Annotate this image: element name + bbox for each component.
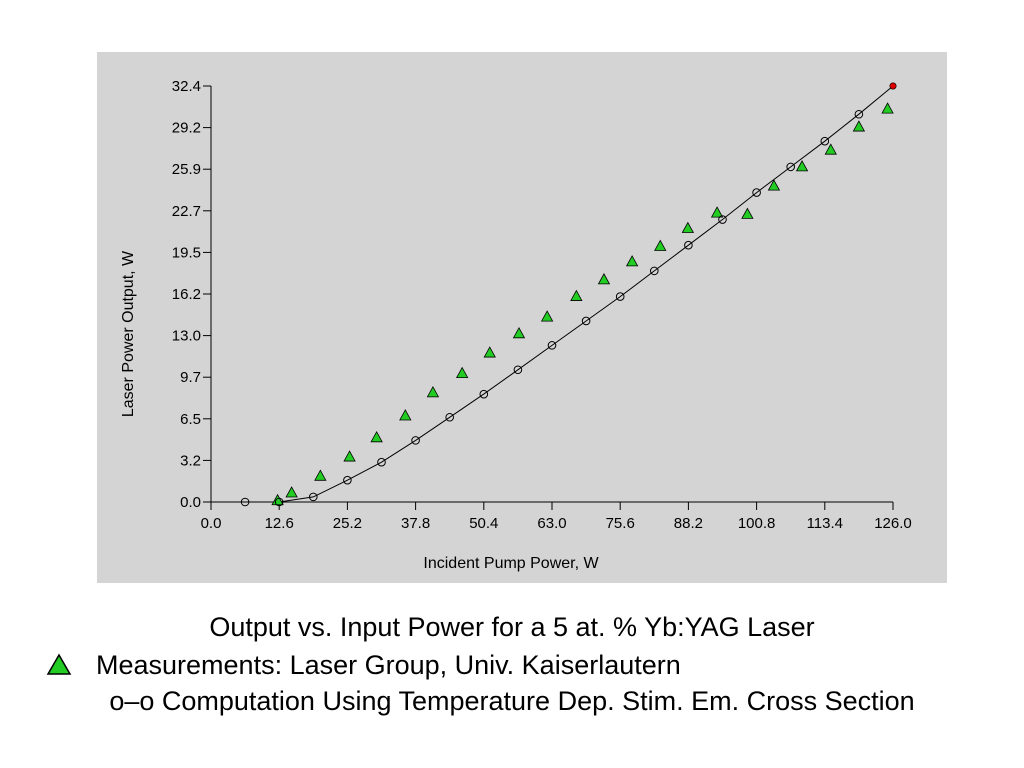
x-tick-label: 126.0 xyxy=(874,515,912,532)
computation-point xyxy=(854,109,864,119)
x-tick-label: 50.4 xyxy=(469,515,498,532)
computation-point xyxy=(615,292,625,301)
measurement-point xyxy=(654,239,667,251)
computation-point xyxy=(513,365,523,375)
chart: 0.0 12.6 25.2 37.8 50.4 63.0 75.6 88.2 100.8 113.… xyxy=(120,78,912,572)
plot-panel: 0.0 12.6 25.2 37.8 50.4 63.0 75.6 88.2 100.8 113.… xyxy=(97,52,947,583)
computation-point xyxy=(309,492,318,502)
x-tick-label: 113.4 xyxy=(807,515,843,532)
series-layer xyxy=(240,82,897,507)
x-tick-label: 63.0 xyxy=(537,515,566,532)
y-axis-label: Laser Power Output, W xyxy=(120,250,137,417)
computation-point xyxy=(479,389,489,399)
computation-point xyxy=(718,215,727,224)
y-tick-label: 29.2 xyxy=(172,120,201,137)
y-tick-label: 16.2 xyxy=(172,286,201,303)
measurement-point xyxy=(852,120,866,132)
y-tick-label: 22.7 xyxy=(172,203,201,220)
measurement-point xyxy=(597,273,611,285)
x-tick-label: 75.6 xyxy=(606,515,635,532)
measurement-point xyxy=(483,346,496,358)
computation-point xyxy=(684,240,693,250)
x-tick-label: 12.6 xyxy=(265,515,294,532)
measurement-point xyxy=(710,206,724,218)
x-tick-label: 37.8 xyxy=(401,515,430,532)
measurement-point xyxy=(370,430,383,443)
measurement-point xyxy=(271,493,284,506)
caption-title: Output vs. Input Power for a 5 at. % Yb:… xyxy=(209,612,815,642)
computation-point xyxy=(274,497,284,507)
legend-triangle-icon xyxy=(46,653,72,675)
computation-point xyxy=(786,162,796,172)
computation-point xyxy=(547,341,557,350)
x-tick-label: 100.8 xyxy=(738,515,776,532)
y-tick-label: 3.2 xyxy=(180,452,201,469)
computation-point xyxy=(411,436,420,445)
measurement-point xyxy=(795,160,809,172)
x-axis-label: Incident Pump Power, W xyxy=(423,555,599,572)
measurement-point xyxy=(314,469,327,481)
caption-computation: o–o Computation Using Temperature Dep. S… xyxy=(109,686,915,716)
x-tick-label: 25.2 xyxy=(333,515,362,532)
computation-point xyxy=(343,475,352,485)
computation-line xyxy=(245,85,894,503)
measurement-point xyxy=(455,366,469,379)
measurement-point xyxy=(741,207,754,219)
measurement-point xyxy=(343,450,356,462)
computation-point xyxy=(445,412,455,422)
computation-point xyxy=(820,136,830,146)
measurement-point xyxy=(285,486,298,498)
y-tick-label: 13.0 xyxy=(172,328,201,345)
x-tick-label: 0.0 xyxy=(201,515,222,532)
measurement-point xyxy=(540,310,554,322)
y-tick-label: 9.7 xyxy=(180,369,201,386)
y-tick-label: 19.5 xyxy=(172,244,201,261)
measurement-point xyxy=(881,102,894,114)
y-tick-label: 0.0 xyxy=(180,494,201,511)
computation-point xyxy=(650,266,659,276)
endpoint-dot xyxy=(889,82,897,90)
measurement-point xyxy=(767,179,781,191)
measurement-point xyxy=(512,326,526,339)
axes: 0.0 12.6 25.2 37.8 50.4 63.0 75.6 88.2 100.8 113.… xyxy=(172,78,912,532)
x-tick-label: 88.2 xyxy=(674,515,703,532)
measurement-point xyxy=(399,409,412,421)
measurement-point xyxy=(824,143,837,155)
y-tick-label: 32.4 xyxy=(172,78,201,95)
caption-measurements: Measurements: Laser Group, Univ. Kaiserl… xyxy=(96,650,681,680)
computation-point xyxy=(377,457,386,467)
computation-point xyxy=(752,188,761,197)
measurement-point xyxy=(681,221,695,233)
y-tick-label: 6.5 xyxy=(180,411,201,428)
measurement-point xyxy=(426,386,440,398)
y-tick-label: 25.9 xyxy=(172,161,201,178)
measurement-point xyxy=(570,289,583,301)
computation-point xyxy=(240,497,250,507)
computation-point xyxy=(581,316,591,326)
measurement-point xyxy=(625,255,639,267)
